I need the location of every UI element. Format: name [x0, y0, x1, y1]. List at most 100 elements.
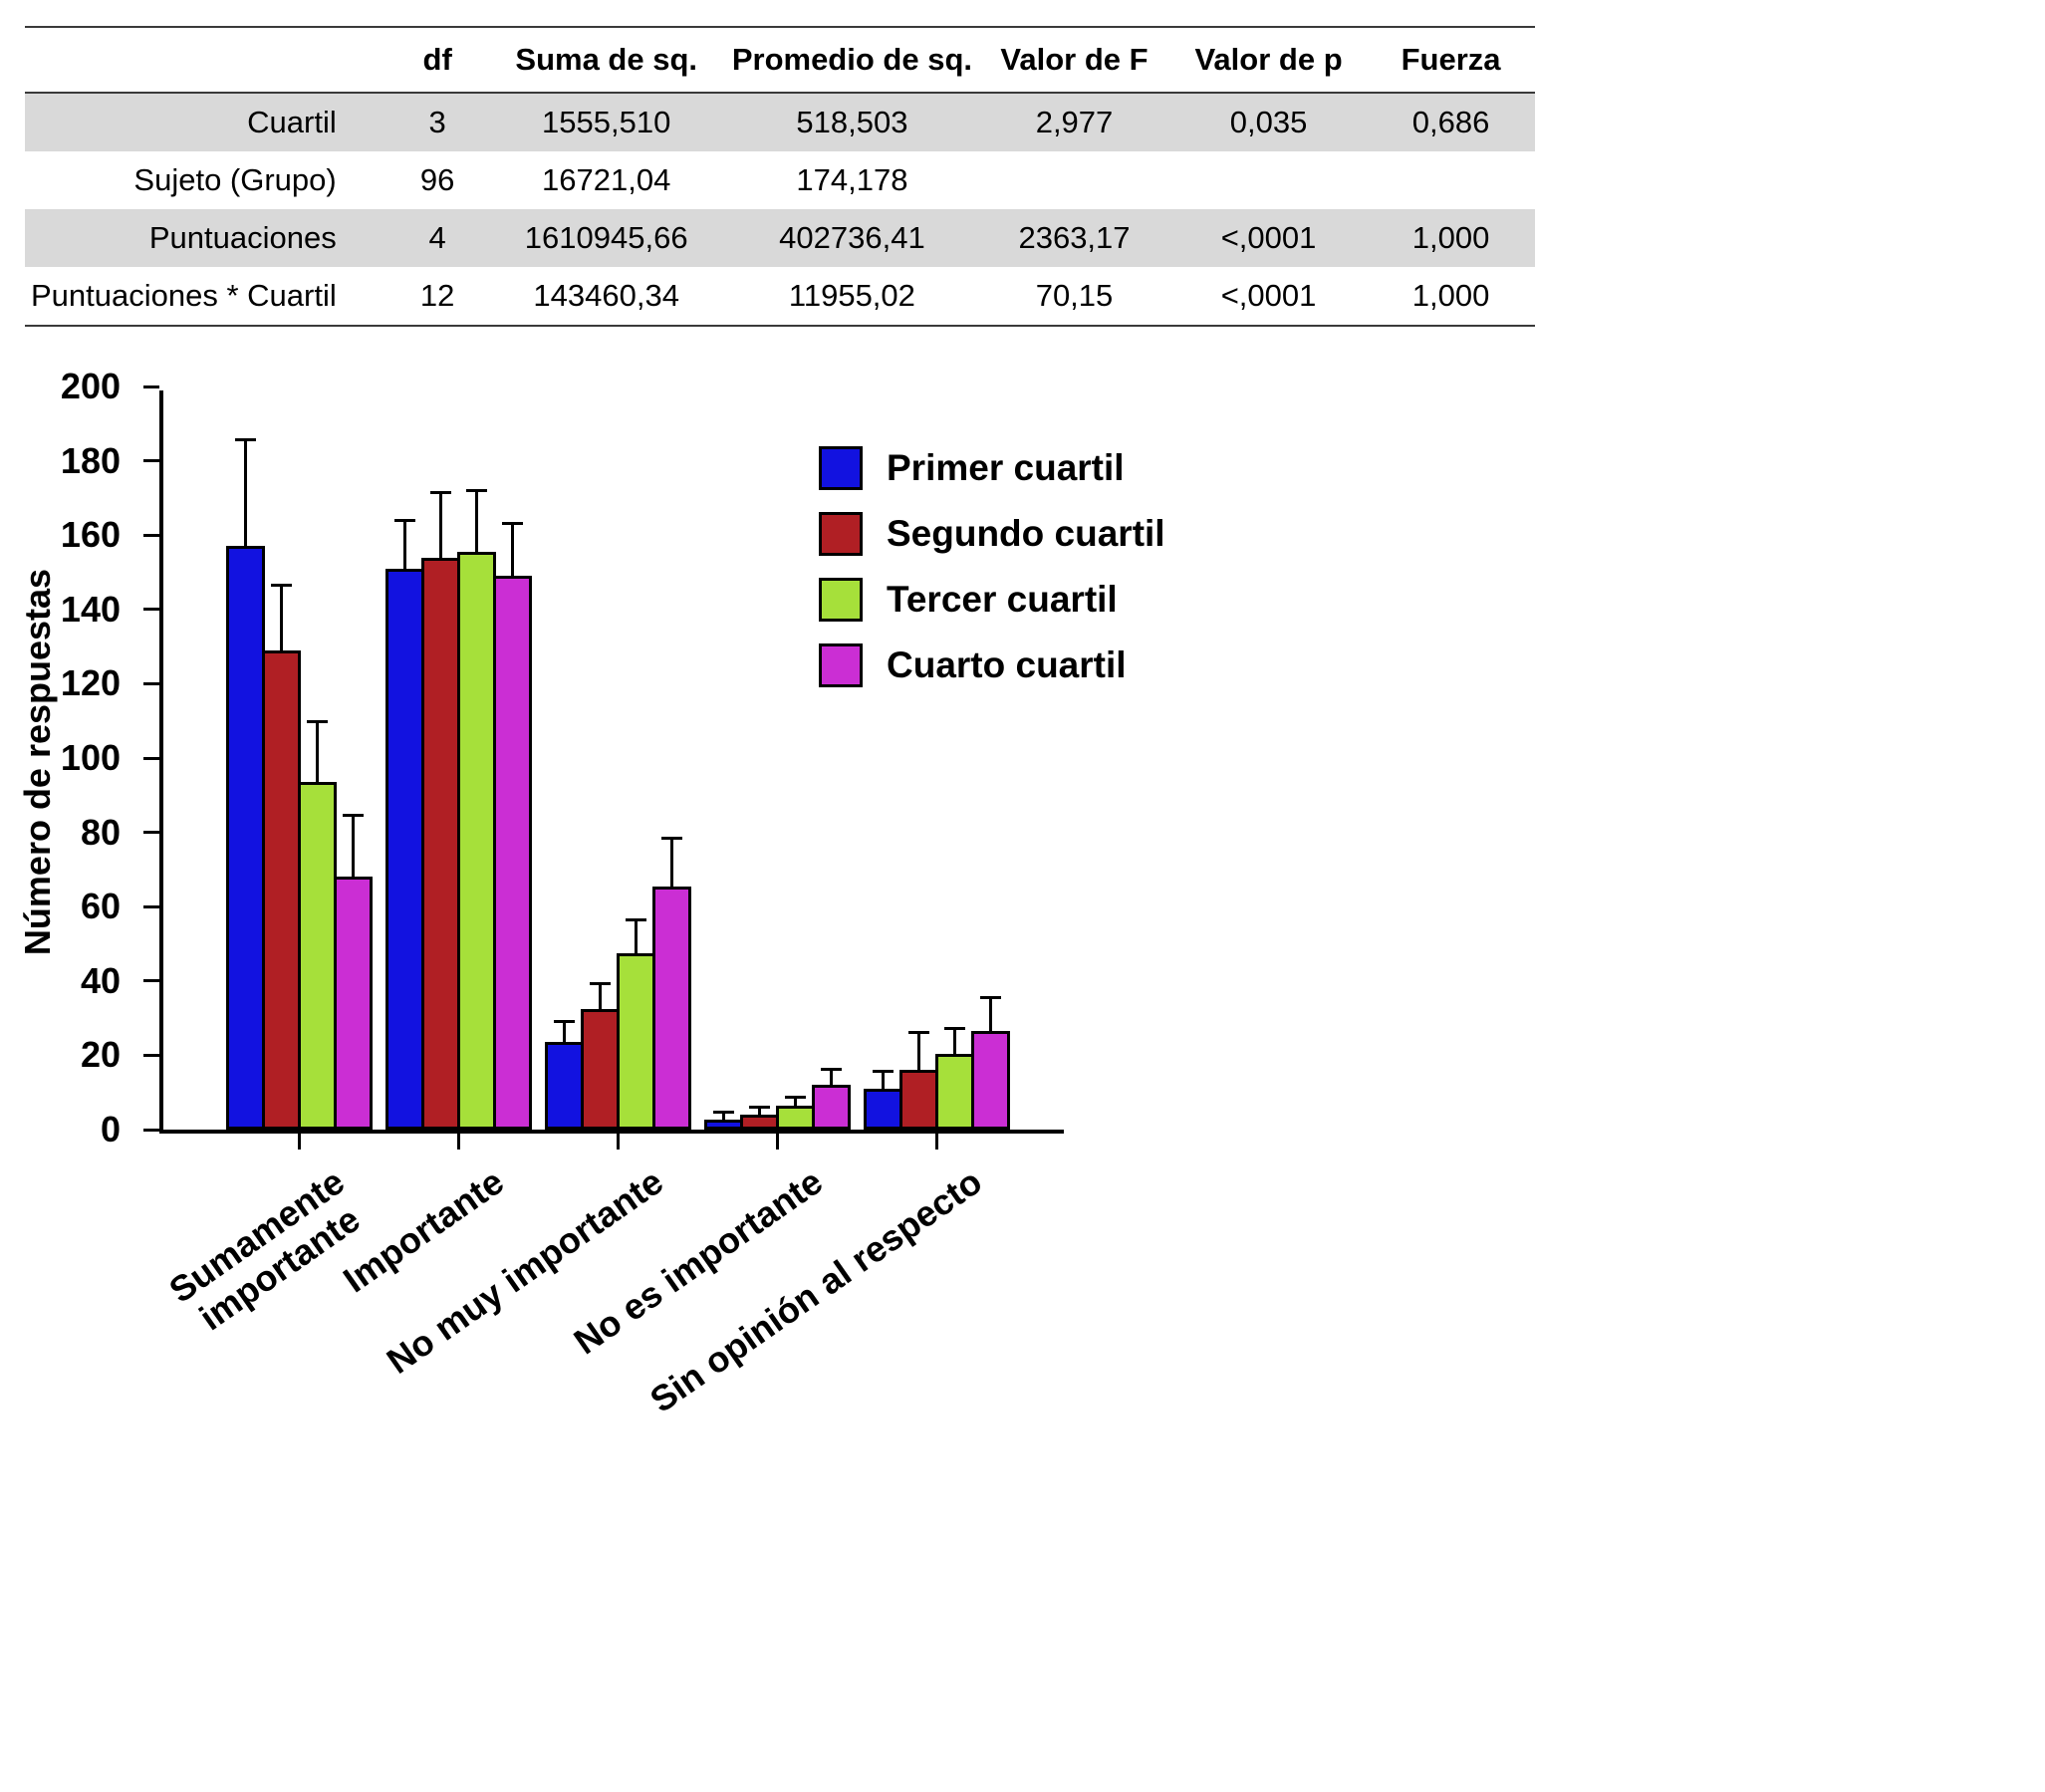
legend-item: Segundo cuartil — [819, 512, 1165, 556]
bar — [616, 953, 655, 1130]
y-axis-tick — [143, 979, 159, 983]
table-cell: <,0001 — [1170, 209, 1368, 267]
legend-swatch — [819, 643, 863, 687]
chart-legend: Primer cuartil Segundo cuartil Tercer cuar… — [819, 446, 1165, 709]
table-cell: 2363,17 — [978, 209, 1170, 267]
y-axis-tick — [143, 681, 159, 685]
error-bar-cap — [306, 720, 328, 723]
y-tick-label: 160 — [60, 514, 121, 556]
error-bar-line — [510, 522, 514, 576]
table-row: Puntuaciones 4 1610945,66 402736,41 2363,17 <… — [25, 209, 1535, 267]
error-bar-line — [881, 1070, 885, 1089]
bar — [333, 877, 373, 1130]
table-cell: <,0001 — [1220, 278, 1317, 313]
error-bar-line — [402, 519, 406, 569]
table-header-cell: Suma de sq. — [486, 27, 726, 94]
table-header-cell: Valor de F — [978, 27, 1170, 94]
y-tick-label: 20 — [80, 1034, 121, 1076]
x-tick-label: Sumamente importante — [161, 1160, 368, 1339]
legend-item: Tercer cuartil — [819, 578, 1165, 622]
bar — [492, 576, 532, 1130]
bar — [898, 1070, 938, 1130]
error-bar-cap — [872, 1070, 894, 1073]
error-bar-cap — [429, 491, 451, 494]
error-bar-line — [279, 584, 283, 650]
legend-item: Cuarto cuartil — [819, 643, 1165, 687]
error-bar-cap — [907, 1031, 929, 1034]
error-bar-cap — [234, 438, 256, 441]
bar — [580, 1009, 620, 1130]
error-bar-cap — [712, 1111, 734, 1114]
x-tick-label: No muy importante — [379, 1160, 670, 1382]
table-header-cell: Promedio de sq. — [725, 27, 978, 94]
legend-label: Primer cuartil — [887, 447, 1125, 488]
y-tick-label: 180 — [60, 439, 121, 481]
bar — [651, 887, 691, 1130]
error-bar-line — [669, 837, 673, 887]
y-axis-tick — [143, 533, 159, 537]
table-cell: 0,686 — [1367, 93, 1535, 151]
table-cell: 2,977 — [978, 93, 1170, 151]
x-axis-tick — [775, 1134, 779, 1150]
error-bar-line — [721, 1111, 725, 1120]
table-cell: 402736,41 — [725, 209, 978, 267]
error-bar-cap — [589, 982, 611, 985]
y-tick-label: 60 — [80, 886, 121, 927]
bar — [811, 1085, 851, 1130]
error-bar-line — [829, 1068, 833, 1085]
x-axis-tick — [616, 1134, 620, 1150]
bar-chart-plot-area: 0 20 40 60 80 100 120 140 160 180 200 Sumamente imp… — [61, 367, 1064, 1420]
bar — [775, 1106, 815, 1130]
row-label: Cuartil — [25, 93, 388, 151]
table-row: Cuartil 3 1555,510 518,503 2,977 0,035 0,686 — [25, 93, 1535, 151]
error-bar-cap — [820, 1068, 842, 1071]
error-bar-cap — [270, 584, 292, 587]
row-label: Puntuaciones * Cuartil — [31, 278, 337, 313]
legend-swatch — [819, 446, 863, 490]
legend-swatch — [819, 578, 863, 622]
bar — [739, 1115, 779, 1130]
y-axis-tick — [143, 904, 159, 908]
bar — [544, 1042, 584, 1130]
error-bar-line — [351, 814, 355, 877]
error-bar-line — [243, 438, 247, 546]
error-bar-line — [438, 491, 442, 558]
error-bar-line — [315, 720, 319, 782]
table-cell: 143460,34 — [533, 278, 679, 313]
bar — [703, 1120, 743, 1130]
error-bar-line — [474, 489, 478, 552]
table-cell: 1,000 — [1411, 278, 1490, 313]
table-cell: 0,035 — [1170, 93, 1368, 151]
table-header-cell: Fuerza — [1367, 27, 1535, 94]
bar — [456, 552, 496, 1130]
bar — [384, 569, 424, 1130]
table-cell: 3 — [387, 93, 487, 151]
y-tick-label: 200 — [60, 366, 121, 406]
error-bar-line — [598, 982, 602, 1009]
error-bar-cap — [465, 489, 487, 492]
error-bar-line — [562, 1020, 566, 1042]
y-axis-tick — [143, 384, 159, 388]
error-bar-line — [793, 1096, 797, 1106]
bar — [420, 558, 460, 1130]
legend-label: Tercer cuartil — [887, 579, 1118, 620]
table-row: Sujeto (Grupo) 96 16721,04 174,178 — [25, 151, 1535, 209]
table-cell — [1170, 151, 1367, 209]
bar — [261, 650, 301, 1130]
table-cell: 11955,02 — [788, 278, 915, 313]
y-axis-tick — [143, 608, 159, 612]
error-bar-line — [988, 996, 992, 1031]
error-bar-cap — [784, 1096, 806, 1099]
table-cell: 1,000 — [1367, 209, 1535, 267]
table-cell — [1367, 151, 1535, 209]
x-axis-tick — [456, 1134, 460, 1150]
table-cell: 12 — [419, 278, 455, 313]
y-tick-label: 40 — [80, 959, 121, 1001]
table-cell: 4 — [387, 209, 487, 267]
error-bar-cap — [625, 918, 646, 921]
table-cell: 518,503 — [725, 93, 978, 151]
table-cell: 174,178 — [796, 162, 908, 197]
anova-table: df Suma de sq. Promedio de sq. Valor de F Va… — [25, 26, 1535, 327]
y-tick-label: 80 — [80, 811, 121, 853]
table-cell: 1555,510 — [486, 93, 726, 151]
